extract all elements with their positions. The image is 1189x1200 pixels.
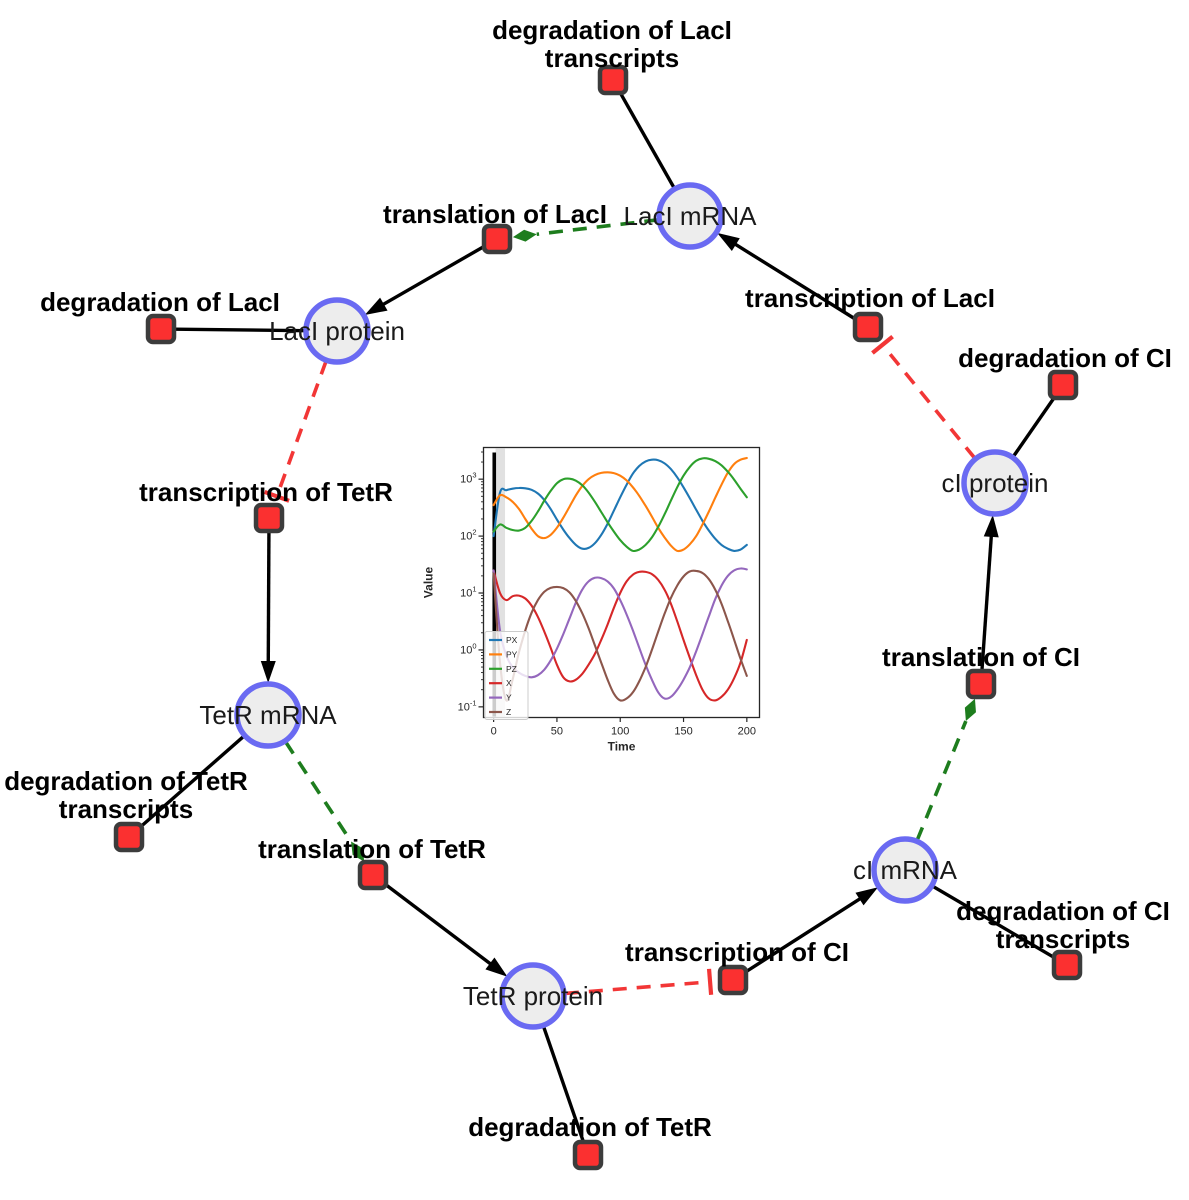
reaction-label-deg-ci-tx-line2: transcripts: [996, 924, 1130, 954]
x-tick-label: 100: [611, 726, 629, 738]
edges-layer: [138, 91, 1057, 1143]
legend-label-py: PY: [506, 649, 518, 659]
y-axis-title: Value: [422, 567, 436, 599]
edge-transcription-tetr-tetr-mrna: [260, 530, 276, 684]
reaction-label-deg-ci-tx-line1: degradation of CI: [956, 896, 1170, 926]
edge-laci-mrna-deg-laci-tx: [618, 91, 677, 190]
reaction-label-deg-ci: degradation of CI: [958, 343, 1172, 373]
series-line-x: [492, 569, 748, 702]
reaction-node-deg-tetr[interactable]: [572, 1139, 604, 1171]
edge-transcription-laci-laci-mrna: [717, 232, 858, 322]
edge-tetr-protein-deg-tetr: [541, 1024, 586, 1143]
edge-ci-mrna-deg-ci-tx: [930, 884, 1056, 960]
y-tick-label: 101: [460, 585, 476, 600]
reaction-label-translation-laci: translation of LacI: [383, 199, 607, 229]
reaction-node-transcription-tetr[interactable]: [253, 502, 285, 534]
species-label-ci-protein: cI protein: [942, 468, 1049, 498]
edge-tetr-mrna-deg-tetr-tx: [138, 734, 246, 830]
x-tick-label: 200: [738, 726, 756, 738]
reaction-label-translation-tetr: translation of TetR: [258, 834, 486, 864]
edge-ci-protein-transcription-laci: [871, 335, 977, 460]
species-label-laci-protein: LacI protein: [269, 316, 405, 346]
reaction-label-deg-tetr-tx-line1: degradation of TetR: [4, 766, 248, 796]
chart-series-lines: [492, 456, 748, 702]
species-node-laci-protein[interactable]: [303, 297, 371, 365]
edge-ci-protein-deg-ci: [1011, 395, 1057, 459]
species-node-tetr-mrna[interactable]: [234, 681, 302, 749]
edge-laci-protein-transcription-tetr: [263, 360, 328, 503]
reaction-label-transcription-tetr: transcription of TetR: [139, 477, 393, 507]
species-label-laci-mrna: LacI mRNA: [624, 201, 758, 231]
reaction-node-transcription-ci[interactable]: [717, 964, 749, 996]
reaction-label-transcription-ci: transcription of CI: [625, 937, 849, 967]
species-layer: [234, 182, 1029, 1030]
legend-label-y: Y: [506, 693, 512, 703]
x-tick-label: 0: [491, 726, 497, 738]
y-tick-label: 102: [460, 528, 476, 543]
edge-laci-protein-deg-laci: [174, 327, 307, 333]
edge-tetr-mrna-translation-tetr: [284, 740, 365, 862]
reaction-label-transcription-laci: transcription of LacI: [745, 283, 995, 313]
reaction-node-translation-ci[interactable]: [965, 668, 997, 700]
edge-laci-mrna-translation-laci: [512, 217, 659, 242]
chart-legend: PX PY PZ XYZ: [484, 631, 529, 720]
event-band: [495, 448, 506, 717]
reaction-label-deg-laci-tx-line2: transcripts: [545, 43, 679, 73]
series-line-py: [492, 456, 748, 553]
species-node-tetr-protein[interactable]: [499, 962, 567, 1030]
x-axis-title: Time: [608, 740, 636, 754]
species-label-tetr-mrna: TetR mRNA: [199, 700, 337, 730]
edge-translation-tetr-tetr-protein: [382, 881, 508, 977]
edge-transcription-ci-ci-mrna: [743, 887, 879, 975]
plot-spines: [482, 446, 761, 719]
reaction-node-deg-laci-tx[interactable]: [597, 64, 629, 96]
time-series-inset-chart: 0 50 100 150 200Time10-1100101102103ValuePXP…: [422, 446, 761, 754]
x-tick-label: 50: [551, 726, 563, 738]
reaction-label-deg-laci-tx-line1: degradation of LacI: [492, 15, 732, 45]
reaction-node-deg-laci[interactable]: [145, 313, 177, 345]
species-node-ci-mrna[interactable]: [871, 836, 939, 904]
series-line-y: [492, 567, 748, 700]
species-label-tetr-protein: TetR protein: [463, 981, 603, 1011]
reaction-node-translation-laci[interactable]: [481, 223, 513, 255]
edge-tetr-protein-transcription-ci: [564, 968, 714, 996]
series-line-pz: [492, 457, 748, 553]
reaction-node-deg-tetr-tx[interactable]: [113, 821, 145, 853]
legend-label-pz: PZ: [506, 664, 517, 674]
species-node-ci-protein[interactable]: [961, 449, 1029, 517]
edge-ci-mrna-translation-ci: [915, 698, 976, 842]
reaction-label-translation-ci: translation of CI: [882, 642, 1080, 672]
series-line-px: [492, 458, 748, 552]
reaction-node-deg-ci-tx[interactable]: [1051, 949, 1083, 981]
y-tick-label: 100: [460, 641, 476, 656]
labels-layer: LacI mRNA LacI protein cI protein TetR mRNA…: [4, 15, 1172, 1142]
edge-translation-laci-laci-protein: [364, 244, 487, 316]
y-tick-label: 10-1: [458, 698, 477, 713]
y-tick-label: 103: [460, 471, 476, 486]
species-node-laci-mrna[interactable]: [656, 182, 724, 250]
reaction-node-deg-ci[interactable]: [1047, 369, 1079, 401]
species-label-ci-mrna: cI mRNA: [853, 855, 958, 885]
legend-label-x: X: [506, 678, 512, 688]
legend-label-z: Z: [506, 707, 511, 717]
x-tick-label: 150: [674, 726, 692, 738]
legend-label-px: PX: [506, 635, 518, 645]
reaction-label-deg-tetr-tx-line2: transcripts: [59, 794, 193, 824]
series-line-z: [492, 569, 748, 702]
reaction-node-translation-tetr[interactable]: [357, 859, 389, 891]
reaction-label-deg-tetr: degradation of TetR: [468, 1112, 712, 1142]
reaction-node-transcription-laci[interactable]: [852, 311, 884, 343]
edge-translation-ci-ci-protein: [980, 514, 999, 672]
reaction-label-deg-laci: degradation of LacI: [40, 287, 280, 317]
reactions-layer: [113, 64, 1083, 1171]
